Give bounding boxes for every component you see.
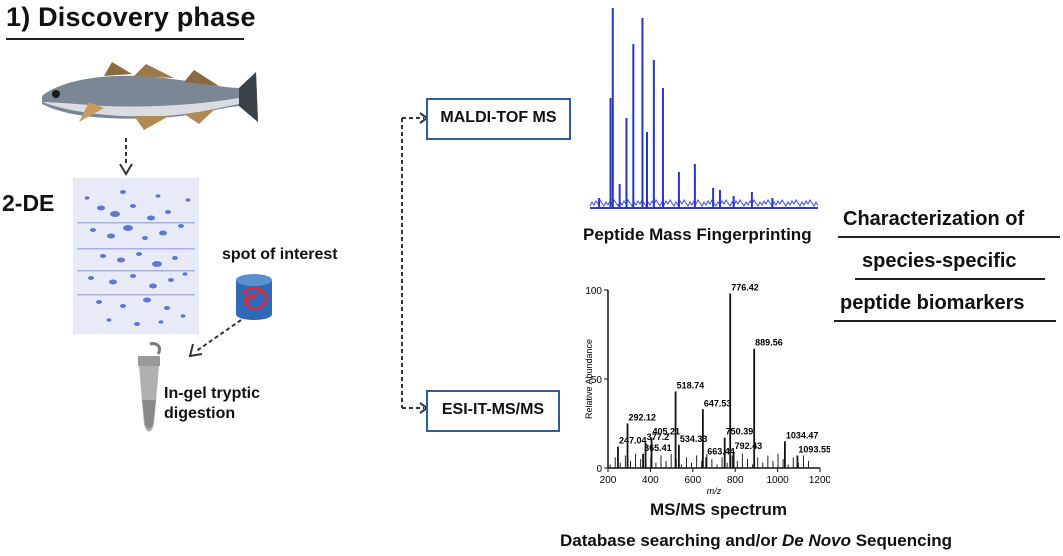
msms-peak-label: 776.42 (731, 283, 759, 293)
msms-subcaption-pre: Database searching and/or (560, 531, 783, 550)
msms-peak-label: 518.74 (677, 380, 705, 390)
spot-of-interest-icon (236, 274, 272, 320)
msms-caption: MS/MS spectrum (650, 500, 787, 519)
msms-peak-label: 663.44 (707, 446, 735, 456)
arrow-fish-to-gel (119, 138, 133, 176)
spot-label: spot of interest (222, 246, 338, 263)
tube-icon (138, 342, 162, 432)
msms-y-axis-label: Relative Abundance (584, 339, 594, 419)
msms-y-tick-label: 0 (596, 464, 602, 475)
msms-y-tick-label: 50 (591, 375, 603, 386)
characterization-underline1 (838, 236, 1060, 238)
msms-x-tick-label: 1200 (809, 475, 830, 486)
msms-peak-label: 792.43 (735, 441, 763, 451)
msms-peak-label: 1034.47 (786, 430, 819, 440)
page-title: 1) Discovery phase (6, 2, 256, 32)
characterization-line1: Characterization of (843, 208, 1025, 230)
title-underline (6, 38, 244, 40)
msms-peak-label: 292.12 (629, 413, 657, 423)
digestion-line1: In-gel tryptic (164, 385, 261, 402)
msms-peak-label: 750.39 (726, 427, 754, 437)
branch-connector (401, 112, 429, 414)
characterization-line2: species-specific (862, 250, 1017, 272)
pmf-noise (589, 199, 819, 207)
msms-peak-label: 247.04 (619, 436, 647, 446)
msms-spectrum: 0 50 100 200 400 600 800 1000 1200 m/z Relative Ab… (584, 283, 830, 496)
characterization-line3: peptide biomarkers (840, 292, 1025, 314)
characterization-underline2 (855, 278, 1045, 280)
msms-x-tick-label: 600 (684, 475, 701, 486)
msms-peak-label: 889.56 (755, 338, 783, 348)
msms-subcaption: Database searching and/or De Novo Sequen… (560, 531, 952, 551)
gel-label: 2-DE (2, 190, 55, 216)
gel-image (73, 178, 199, 334)
arrow-spot-to-tube (188, 319, 242, 358)
msms-peak-label: 647.53 (704, 398, 732, 408)
msms-peak-label: 405.21 (653, 427, 681, 437)
fish-icon (42, 62, 258, 130)
msms-x-axis-label: m/z (707, 486, 722, 496)
msms-peak-label: 1093.55 (798, 445, 830, 455)
pmf-caption: Peptide Mass Fingerprinting (583, 225, 812, 244)
characterization-underline3 (834, 320, 1056, 322)
msms-y-tick-label: 100 (585, 286, 602, 297)
msms-peak-label: 365.41 (644, 443, 672, 453)
digestion-line2: digestion (164, 405, 236, 422)
msms-x-tick-label: 200 (600, 475, 617, 486)
maldi-tof-box: MALDI-TOF MS (426, 98, 571, 140)
msms-peak-label: 534.33 (680, 434, 708, 444)
msms-subcaption-italic: De Novo (782, 531, 851, 550)
msms-x-tick-label: 400 (642, 475, 659, 486)
msms-x-tick-label: 800 (727, 475, 744, 486)
esi-it-msms-box: ESI-IT-MS/MS (426, 390, 560, 432)
msms-subcaption-post: Sequencing (851, 531, 953, 550)
msms-x-tick-label: 1000 (766, 475, 789, 486)
digestion-label: In-gel tryptic digestion (164, 384, 294, 424)
msms-peak-label: 377.2 (647, 432, 670, 442)
pmf-spectrum (589, 8, 819, 209)
